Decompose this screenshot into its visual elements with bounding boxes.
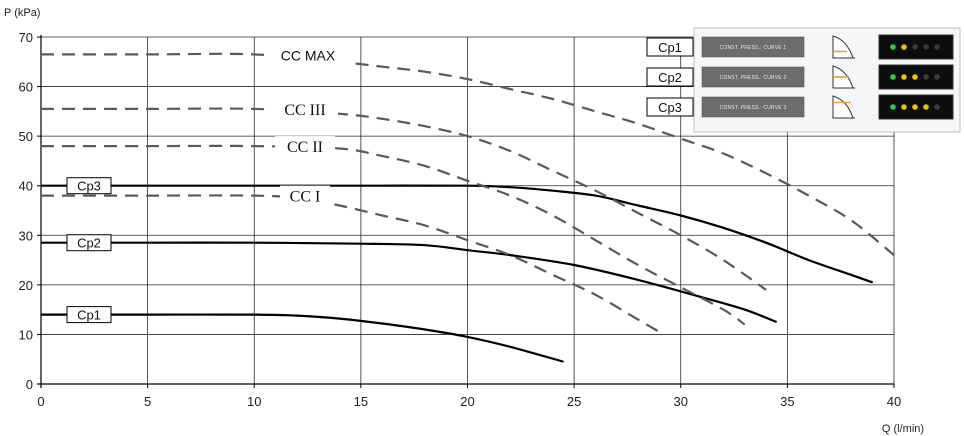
curves — [40, 52, 895, 363]
legend-mode-plate-cp1 — [701, 36, 805, 58]
legend-code-cp2: Cp2 — [658, 70, 682, 85]
curve-label-cc-max: CC MAX — [281, 47, 336, 63]
y-tick-label: 60 — [19, 80, 33, 95]
curve-label-box-cp2 — [66, 234, 112, 252]
y-tick-label: 50 — [19, 129, 33, 144]
legend-led-cp1-1 — [890, 44, 896, 50]
curve-label-cp3: Cp3 — [77, 179, 101, 194]
curve-label-box-cp3 — [66, 177, 112, 195]
curve-cc-iii — [41, 107, 767, 291]
legend-code-box-cp3 — [646, 97, 694, 117]
legend-led-cp2-2 — [901, 74, 907, 80]
legend-code-box-cp2 — [646, 67, 694, 87]
x-tick-label: 15 — [354, 394, 368, 409]
curve-labels: Cp1 Cp2 Cp3 CC I CC II CC III CC MAX — [66, 44, 348, 324]
legend-code-cp3: Cp3 — [658, 100, 682, 115]
x-tick-label: 10 — [247, 394, 261, 409]
curve-label-box-cp1 — [66, 306, 112, 324]
legend-led-cp3-4 — [923, 104, 929, 110]
legend-panel: Cp1 CONST. PRESS.: CURVE 1 Cp2 CONST. PRESS… — [646, 27, 961, 133]
x-tick-label: 20 — [460, 394, 474, 409]
legend-led-cp1-4 — [923, 44, 929, 50]
curve-cp3 — [41, 184, 874, 284]
legend-led-cp1-2 — [901, 44, 907, 50]
curve-cc-i — [41, 194, 660, 333]
curve-label-bg-cc-i — [280, 185, 330, 206]
legend-led-cp1-5 — [934, 44, 940, 50]
tick-labels: 0 5 10 15 20 25 30 35 40 0 10 20 30 40 50 60 70 — [19, 30, 902, 409]
legend-led-cp2-5 — [934, 74, 940, 80]
x-tick-label: 35 — [780, 394, 794, 409]
x-axis-title: Q (l/min) — [882, 423, 924, 435]
legend-led-cp3-3 — [912, 104, 918, 110]
x-tick-label: 30 — [674, 394, 688, 409]
curve-label-bg-cc-max — [268, 44, 348, 65]
y-tick-label: 40 — [19, 179, 33, 194]
legend-mode-plate-cp2 — [701, 66, 805, 88]
legend-led-cp1-3 — [912, 44, 918, 50]
curve-label-cc-i: CC I — [290, 189, 321, 206]
legend-led-cp2-1 — [890, 74, 896, 80]
curve-label-cp2: Cp2 — [77, 236, 101, 251]
legend-led-cp3-2 — [901, 104, 907, 110]
curve-label-cc-iii: CC III — [284, 102, 325, 119]
x-tick-label: 25 — [567, 394, 581, 409]
curve-cc-max — [40, 52, 895, 256]
curve-label-cc-ii: CC II — [287, 139, 323, 156]
legend-led-cp2-3 — [912, 74, 918, 80]
y-tick-label: 20 — [19, 278, 33, 293]
legend-led-cp2-4 — [923, 74, 929, 80]
curve-cp2 — [41, 241, 778, 324]
legend-code-cp1: Cp1 — [658, 40, 682, 55]
legend-mode-plate-cp3 — [701, 96, 805, 118]
legend-mode-cp1: CONST. PRESS.: CURVE 1 — [720, 45, 787, 51]
curve-cp1 — [40, 313, 564, 363]
legend-code-box-cp1 — [646, 37, 694, 57]
y-axis-title: P (kPa) — [4, 7, 40, 19]
y-tick-label: 0 — [26, 377, 33, 392]
legend-mode-cp3: CONST. PRESS.: CURVE 3 — [720, 105, 787, 111]
y-tick-label: 10 — [19, 327, 33, 342]
y-tick-label: 70 — [19, 30, 33, 45]
legend-mode-cp2: CONST. PRESS.: CURVE 2 — [720, 75, 787, 81]
curve-label-cp1: Cp1 — [77, 308, 101, 323]
legend-led-cp3-5 — [934, 104, 940, 110]
x-tick-label: 40 — [887, 394, 901, 409]
curve-cc-ii — [41, 144, 746, 326]
x-tick-label: 5 — [144, 394, 151, 409]
x-tick-label: 0 — [37, 394, 44, 409]
curve-label-bg-cc-iii — [272, 98, 338, 119]
y-tick-label: 30 — [19, 228, 33, 243]
axes — [37, 35, 895, 388]
legend-led-cp3-1 — [890, 104, 896, 110]
curve-label-bg-cc-ii — [275, 136, 335, 157]
